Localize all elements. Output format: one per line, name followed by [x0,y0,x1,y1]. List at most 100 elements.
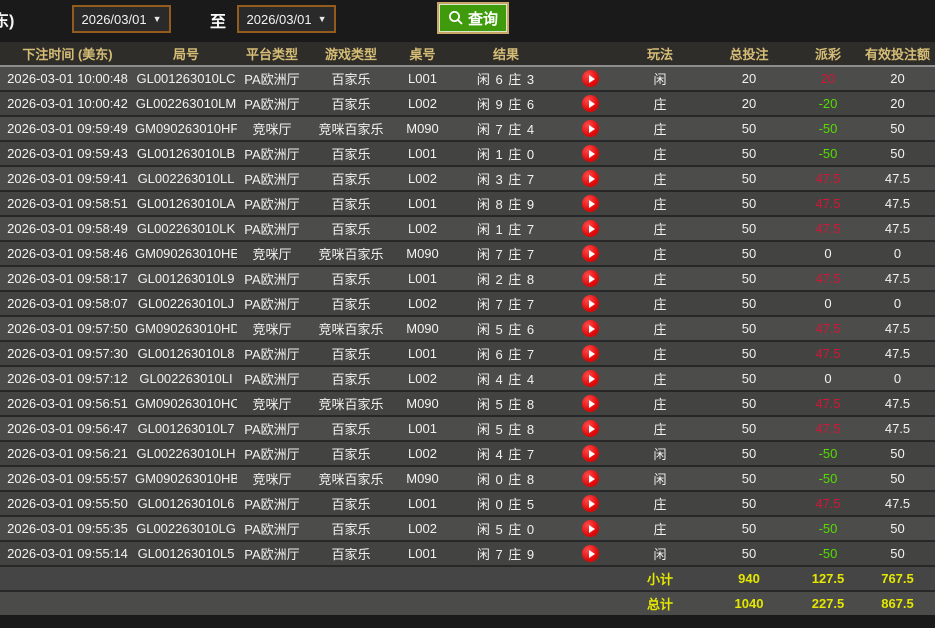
replay-play-icon[interactable] [581,445,599,463]
play-triangle-icon [588,274,595,283]
payout-cell: 47.5 [796,216,860,242]
game-type-cell: 百家乐 [307,141,395,167]
play-triangle-icon [588,374,595,383]
total-spacer [0,591,618,615]
valid-bet-cell: 47.5 [860,216,935,242]
round-id-cell: GM090263010HC [135,391,237,417]
replay-cell [562,166,618,192]
replay-cell [562,441,618,467]
table-row: 2026-03-01 10:00:42 GL002263010LM PA欧洲厅 … [0,91,935,117]
replay-play-icon[interactable] [581,320,599,338]
replay-play-icon[interactable] [581,495,599,513]
round-id-cell: GL002263010LK [135,216,237,242]
replay-play-icon[interactable] [581,370,599,388]
total-bet-cell: 50 [702,416,796,442]
play-triangle-icon [588,224,595,233]
platform-type-cell: PA欧洲厅 [237,191,307,217]
replay-play-icon[interactable] [581,295,599,313]
round-id-cell: GL001263010LB [135,141,237,167]
total-bet-cell: 50 [702,541,796,567]
result-cell: 闲 1 庄 7 [450,216,562,242]
replay-cell [562,366,618,392]
play-triangle-icon [588,524,595,533]
platform-type-cell: PA欧洲厅 [237,491,307,517]
play-triangle-icon [588,349,595,358]
subtotal-label: 小计 [618,566,702,592]
game-type-cell: 百家乐 [307,66,395,92]
result-cell: 闲 7 庄 4 [450,116,562,142]
table-row: 2026-03-01 09:58:51 GL001263010LA PA欧洲厅 … [0,191,935,217]
replay-play-icon[interactable] [581,520,599,538]
date-to-select[interactable]: 2026/03/01 ▼ [237,5,336,33]
platform-type-cell: PA欧洲厅 [237,416,307,442]
to-label: 至 [210,14,227,31]
play-type-cell: 庄 [618,216,702,242]
play-type-cell: 庄 [618,341,702,367]
table-row: 2026-03-01 09:56:51 GM090263010HC 竞咪厅 竞咪… [0,391,935,417]
result-cell: 闲 5 庄 6 [450,316,562,342]
round-id-cell: GL001263010LC [135,66,237,92]
play-triangle-icon [588,249,595,258]
total-bet-cell: 50 [702,166,796,192]
play-type-cell: 闲 [618,66,702,92]
valid-bet-cell: 20 [860,66,935,92]
payout-cell: 47.5 [796,341,860,367]
round-id-cell: GL002263010LI [135,366,237,392]
replay-play-icon[interactable] [581,545,599,563]
replay-play-icon[interactable] [581,95,599,113]
play-type-cell: 庄 [618,391,702,417]
game-type-cell: 百家乐 [307,341,395,367]
replay-play-icon[interactable] [581,345,599,363]
table-number-cell: L001 [395,416,450,442]
replay-play-icon[interactable] [581,220,599,238]
payout-cell: -50 [796,441,860,467]
total-bet-cell: 50 [702,391,796,417]
result-cell: 闲 1 庄 0 [450,141,562,167]
bet-time-cell: 2026-03-01 09:59:43 [0,141,135,167]
valid-bet-cell: 47.5 [860,166,935,192]
replay-cell [562,91,618,117]
search-icon [448,10,464,26]
replay-play-icon[interactable] [581,70,599,88]
replay-play-icon[interactable] [581,470,599,488]
replay-cell [562,491,618,517]
replay-play-icon[interactable] [581,270,599,288]
valid-bet-cell: 47.5 [860,191,935,217]
play-type-cell: 庄 [618,516,702,542]
replay-cell [562,141,618,167]
play-triangle-icon [588,399,595,408]
table-number-cell: M090 [395,391,450,417]
replay-play-icon[interactable] [581,170,599,188]
replay-play-icon[interactable] [581,120,599,138]
play-type-cell: 闲 [618,466,702,492]
table-number-cell: L001 [395,541,450,567]
play-type-cell: 闲 [618,541,702,567]
replay-play-icon[interactable] [581,145,599,163]
platform-type-cell: PA欧洲厅 [237,141,307,167]
game-type-cell: 百家乐 [307,416,395,442]
query-button[interactable]: 查询 [437,2,510,34]
bet-time-cell: 2026-03-01 09:56:21 [0,441,135,467]
replay-play-icon[interactable] [581,195,599,213]
replay-play-icon[interactable] [581,395,599,413]
replay-play-icon[interactable] [581,420,599,438]
table-row: 2026-03-01 09:57:50 GM090263010HD 竞咪厅 竞咪… [0,316,935,342]
table-row: 2026-03-01 09:55:57 GM090263010HB 竞咪厅 竞咪… [0,466,935,492]
round-id-cell: GM090263010HE [135,241,237,267]
valid-bet-cell: 0 [860,291,935,317]
toolbar: 东) 2026/03/01 ▼ 至 2026/03/01 ▼ 查询 [0,0,935,42]
subtotal-spacer [0,566,618,592]
chevron-down-icon: ▼ [152,14,162,24]
date-from-select[interactable]: 2026/03/01 ▼ [72,5,171,33]
table-row: 2026-03-01 09:59:41 GL002263010LL PA欧洲厅 … [0,166,935,192]
bet-time-cell: 2026-03-01 10:00:48 [0,66,135,92]
table-row: 2026-03-01 09:59:43 GL001263010LB PA欧洲厅 … [0,141,935,167]
replay-play-icon[interactable] [581,245,599,263]
bet-time-cell: 2026-03-01 09:58:49 [0,216,135,242]
table-number-cell: L002 [395,366,450,392]
col-total-bet: 总投注 [702,42,796,67]
result-cell: 闲 6 庄 3 [450,66,562,92]
table-number-cell: L001 [395,191,450,217]
result-cell: 闲 8 庄 9 [450,191,562,217]
platform-type-cell: PA欧洲厅 [237,166,307,192]
